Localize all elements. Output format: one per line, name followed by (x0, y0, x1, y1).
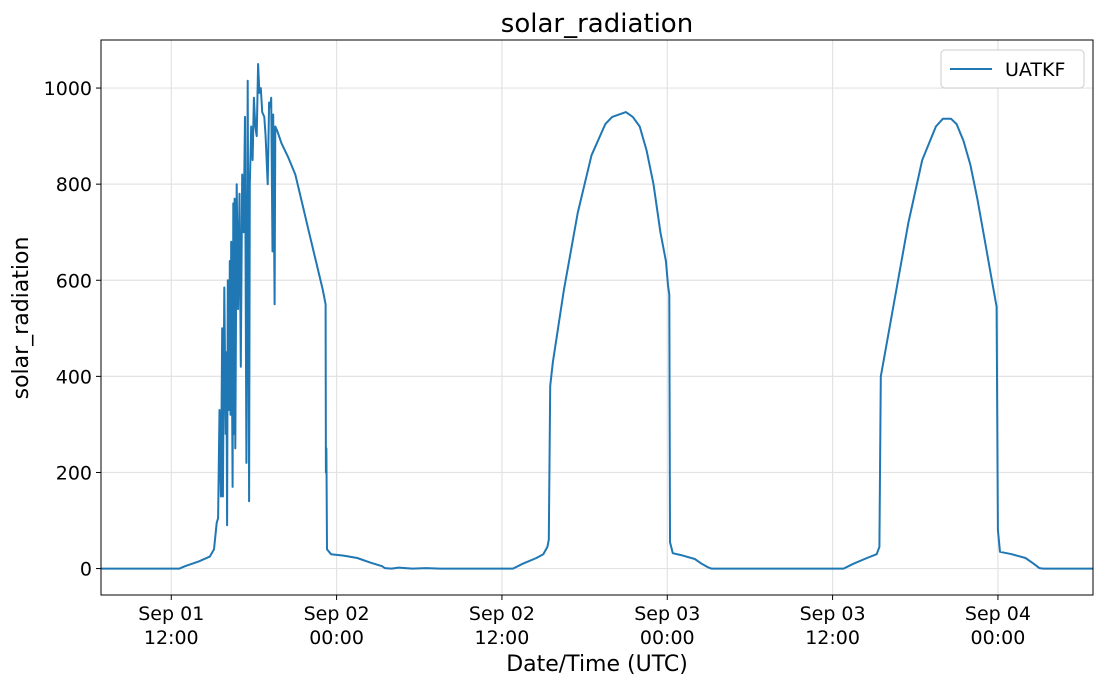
x-tick-label-date: Sep 03 (800, 603, 866, 625)
chart-title: solar_radiation (501, 9, 693, 39)
legend-box (940, 49, 1085, 89)
series-layer (101, 63, 1093, 570)
x-tick-label-date: Sep 04 (965, 603, 1031, 625)
x-tick-label-date: Sep 02 (469, 603, 535, 625)
plot-frame (100, 39, 1094, 596)
y-tick-label: 800 (56, 174, 92, 196)
x-tick-label-time: 00:00 (640, 627, 695, 649)
y-tick-label: 1000 (44, 78, 92, 100)
x-tick-label-time: 12:00 (475, 627, 530, 649)
grid (101, 40, 1093, 595)
series-line-uatkf (101, 63, 1093, 570)
x-tick-label-time: 12:00 (144, 627, 199, 649)
x-tick-label-time: 00:00 (971, 627, 1026, 649)
y-tick-label: 600 (56, 270, 92, 292)
y-tick-label: 200 (56, 462, 92, 484)
y-axis-label: solar_radiation (9, 237, 34, 400)
x-tick-label-time: 00:00 (309, 627, 364, 649)
x-tick-label-time: 12:00 (805, 627, 860, 649)
legend: UATKF (940, 49, 1085, 89)
y-tick-label: 0 (80, 559, 92, 581)
x-tick-label-date: Sep 02 (304, 603, 370, 625)
x-tick-label-date: Sep 03 (634, 603, 700, 625)
x-tick-label-date: Sep 01 (138, 603, 204, 625)
x-axis-label: Date/Time (UTC) (506, 652, 688, 677)
y-tick-label: 400 (56, 366, 92, 388)
legend-label: UATKF (1005, 59, 1065, 81)
